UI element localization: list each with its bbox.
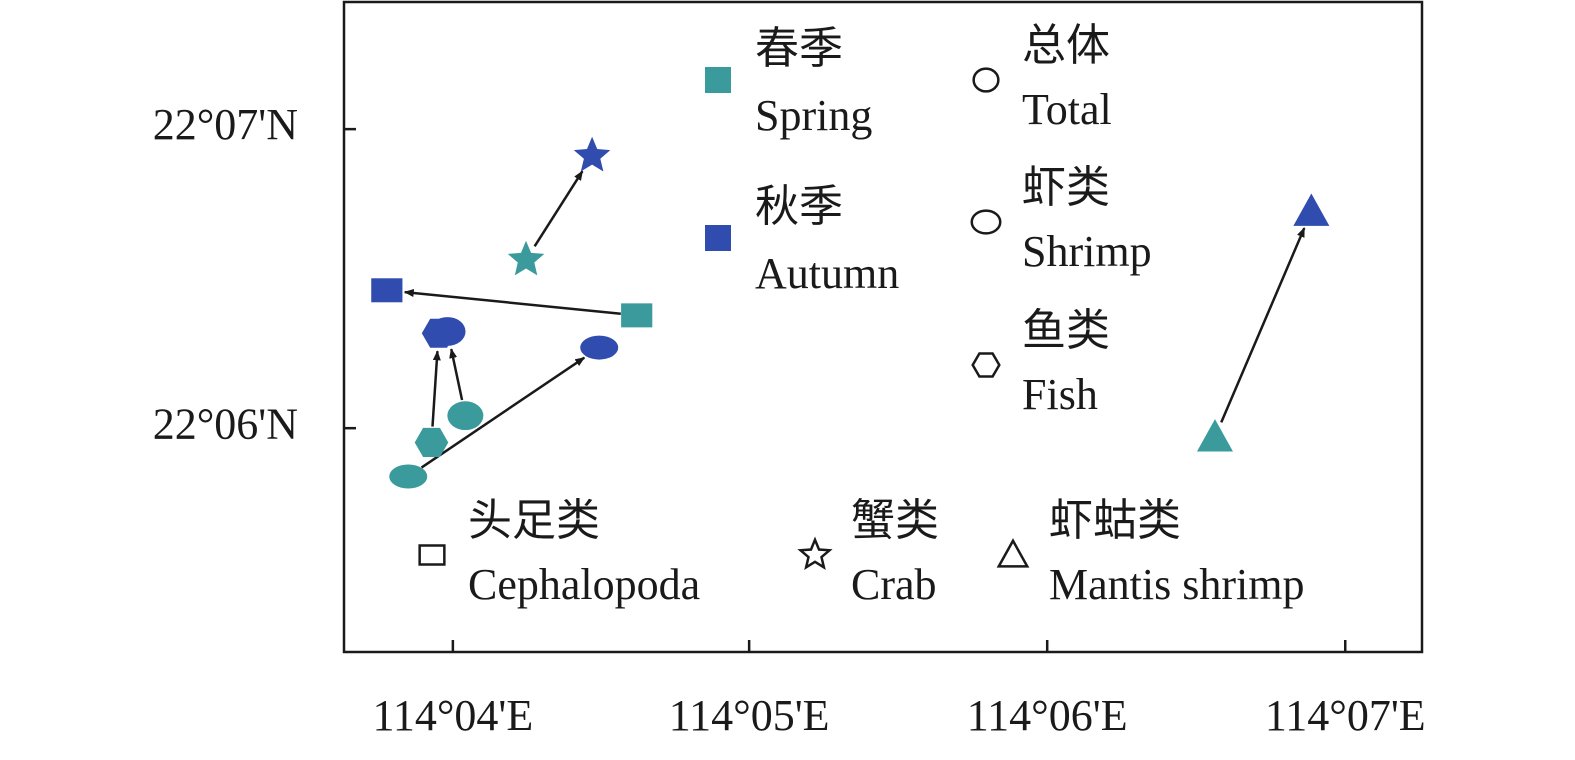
legend-marker: [996, 538, 1030, 568]
legend-marker: [972, 67, 1000, 93]
legend-label: Mantis shrimp: [1049, 560, 1304, 609]
legend-label-zh: 虾类: [1022, 163, 1110, 212]
legend-label: Autumn: [755, 249, 899, 298]
legend-label-zh: 头足类: [468, 496, 600, 545]
legend-swatch: [705, 67, 731, 93]
point: [389, 464, 428, 489]
shift-arrow: [1220, 227, 1306, 423]
legend-label-zh: 春季: [755, 24, 843, 73]
point: [371, 278, 403, 303]
shift-arrow: [403, 289, 621, 316]
legend-marker: [418, 544, 446, 566]
plot-frame: [342, 0, 1424, 654]
shift-arrow: [420, 356, 586, 469]
legend-label-zh: 总体: [1022, 21, 1110, 70]
legend-label: Total: [1022, 85, 1112, 134]
x-tick-label: 114°05'E: [669, 691, 830, 740]
shift-arrow: [431, 350, 441, 427]
point: [421, 318, 456, 348]
y-tick-label: 22°07'N: [153, 100, 298, 149]
legend-label-zh: 秋季: [755, 182, 843, 231]
point: [621, 303, 653, 328]
x-tick-label: 114°07'E: [1265, 691, 1426, 740]
x-tick-label: 114°04'E: [372, 691, 533, 740]
x-tick-label: 114°06'E: [967, 691, 1128, 740]
point: [1196, 419, 1233, 452]
point: [573, 136, 611, 172]
legend-label-zh: 鱼类: [1022, 306, 1110, 355]
point: [1293, 193, 1330, 226]
legend-label: Crab: [851, 560, 937, 609]
point: [414, 427, 449, 457]
legend-label: Shrimp: [1022, 227, 1152, 276]
legend-label: Cephalopoda: [468, 560, 700, 609]
point: [580, 335, 619, 360]
legend-label-zh: 蟹类: [851, 496, 939, 545]
legend-label-zh: 虾蛄类: [1049, 496, 1181, 545]
y-tick-label: 22°06'N: [153, 399, 298, 448]
point: [447, 401, 484, 431]
legend-marker: [970, 209, 1002, 235]
legend-label: Spring: [755, 91, 872, 140]
shift-arrow: [533, 170, 584, 248]
legend-swatch: [705, 225, 731, 251]
point: [507, 240, 545, 276]
shift-arrow: [449, 348, 464, 401]
legend-marker: [797, 536, 833, 570]
legend-label: Fish: [1022, 370, 1098, 419]
legend-marker: [971, 352, 1001, 378]
